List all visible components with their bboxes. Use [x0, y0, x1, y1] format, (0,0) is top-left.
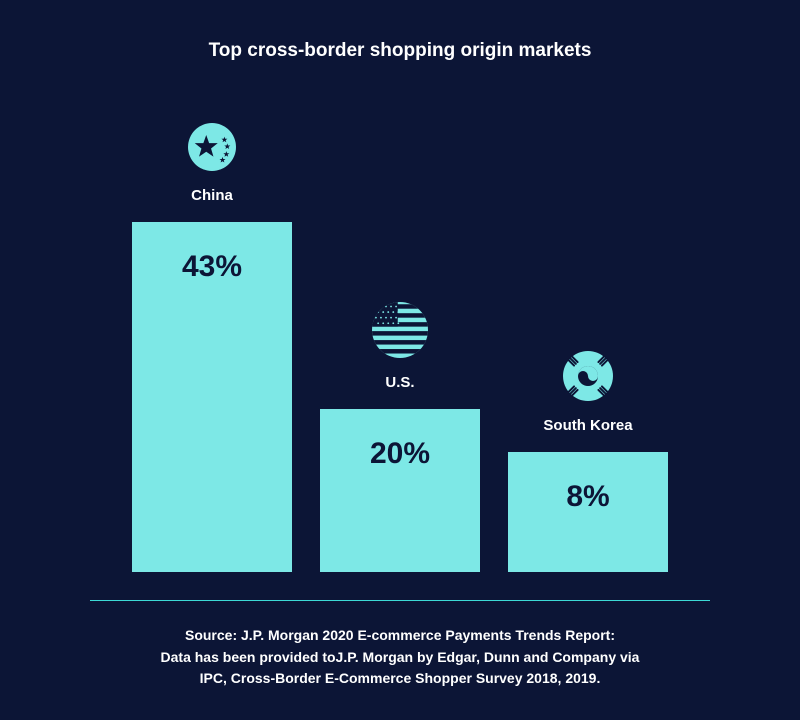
- bar-value: 8%: [566, 480, 609, 514]
- china-flag-icon: [188, 123, 236, 171]
- source-text: Source: J.P. Morgan 2020 E-commerce Paym…: [60, 625, 740, 690]
- us-flag-icon: [372, 302, 428, 358]
- korea-flag-icon: [563, 351, 613, 401]
- divider-wrap: [60, 582, 740, 601]
- source-line: Data has been provided toJ.P. Morgan by …: [60, 647, 740, 669]
- bar-column: U.S. 20%: [320, 302, 480, 572]
- chart-container: Top cross-border shopping origin markets…: [0, 0, 800, 720]
- country-label: U.S.: [385, 374, 414, 391]
- country-label: South Korea: [543, 417, 632, 434]
- bar: 43%: [132, 222, 292, 572]
- bar-column: China 43%: [132, 123, 292, 572]
- bar-value: 20%: [370, 437, 430, 471]
- chart-title: Top cross-border shopping origin markets: [60, 40, 740, 62]
- bar-column: South Korea 8%: [508, 351, 668, 572]
- country-label: China: [191, 187, 233, 204]
- bar: 8%: [508, 452, 668, 572]
- chart-area: China 43% U.S. 20%: [60, 102, 740, 582]
- divider: [90, 600, 710, 601]
- bar: 20%: [320, 409, 480, 572]
- source-line: Source: J.P. Morgan 2020 E-commerce Paym…: [60, 625, 740, 647]
- source-line: IPC, Cross-Border E-Commerce Shopper Sur…: [60, 668, 740, 690]
- bar-value: 43%: [182, 250, 242, 284]
